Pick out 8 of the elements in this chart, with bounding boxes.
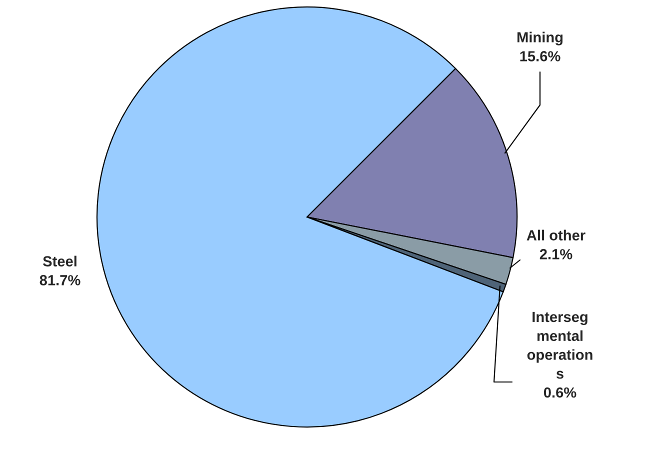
data-label: 2.1%	[540, 249, 572, 260]
slice-label: Steel	[42, 256, 76, 266]
slice-label: Interseg mental operation s	[527, 312, 592, 379]
data-label: 15.6%	[520, 51, 560, 62]
slice-label: All other	[526, 230, 586, 240]
data-label: 0.6%	[544, 387, 576, 398]
slice-label: Mining	[517, 32, 563, 46]
data-label: 81.7%	[40, 275, 80, 286]
